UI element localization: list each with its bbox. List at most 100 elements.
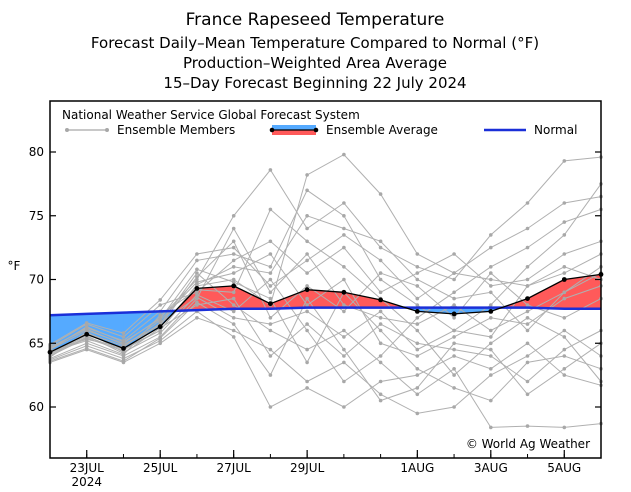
ensemble-member-point-1-5 xyxy=(231,214,236,218)
ensemble-member-point-12-8 xyxy=(342,405,346,409)
ensemble-member-point-9-13 xyxy=(525,245,530,250)
ensemble-member-point-9-11 xyxy=(452,290,456,295)
ensemble-member-point-0-12 xyxy=(489,277,493,282)
legend-members-label: Ensemble Members xyxy=(117,123,235,137)
ensemble-member-point-14-8 xyxy=(342,335,346,339)
ensemble-member-point-8-13 xyxy=(525,322,530,326)
ensemble-member-point-14-6 xyxy=(268,322,273,326)
legend: National Weather Service Global Forecast… xyxy=(62,108,577,137)
ensemble-member-point-6-6 xyxy=(268,239,273,244)
ensemble-member-point-16-3 xyxy=(158,317,162,321)
ensemble-member-point-2-6 xyxy=(268,290,273,295)
ensemble-member-line-8 xyxy=(49,253,602,357)
ensemble-member-point-12-10 xyxy=(415,373,420,377)
ensemble-member-line-16 xyxy=(49,268,602,402)
ensemble-member-point-1-12 xyxy=(489,233,493,237)
ensemble-average-point-14 xyxy=(561,277,567,282)
ensemble-member-point-6-14 xyxy=(562,252,567,256)
y-tick-label-75: 75 xyxy=(29,209,44,223)
ensemble-member-point-16-1 xyxy=(84,324,89,329)
ensemble-member-point-12-9 xyxy=(378,379,383,384)
ensemble-member-point-11-2 xyxy=(121,352,126,357)
ensemble-member-point-12-1 xyxy=(84,344,89,348)
ensemble-member-point-10-6 xyxy=(268,316,273,320)
ensemble-member-point-7-5 xyxy=(231,296,236,301)
copyright-note: © World Ag Weather xyxy=(466,437,590,451)
ensemble-member-point-6-12 xyxy=(489,284,493,288)
ensemble-member-point-12-13 xyxy=(525,341,530,346)
ensemble-average-point-1 xyxy=(84,331,90,337)
ensemble-member-point-9-14 xyxy=(562,220,567,224)
legend-members-dot-right xyxy=(105,128,109,132)
ensemble-members-layer xyxy=(48,152,603,430)
ensemble-member-point-12-2 xyxy=(121,356,126,361)
ensemble-member-point-7-4 xyxy=(195,303,199,307)
ensemble-member-point-11-5 xyxy=(231,290,236,295)
ensemble-member-point-16-5 xyxy=(231,280,236,284)
ensemble-member-point-17-14 xyxy=(562,367,567,371)
ensemble-member-point-10-13 xyxy=(525,303,530,307)
ensemble-member-point-0-5 xyxy=(231,277,236,282)
ensemble-member-point-15-5 xyxy=(231,265,236,269)
ensemble-member-point-17-12 xyxy=(489,347,493,352)
ensemble-member-point-2-12 xyxy=(489,328,493,333)
ensemble-member-point-0-7 xyxy=(305,173,309,177)
ensemble-member-point-6-4 xyxy=(195,290,199,295)
ensemble-member-point-9-8 xyxy=(342,379,346,384)
ensemble-member-point-8-10 xyxy=(415,354,420,358)
ensemble-member-point-7-6 xyxy=(268,354,273,358)
ensemble-member-point-11-1 xyxy=(84,338,89,343)
ensemble-member-point-17-2 xyxy=(121,359,126,363)
ensemble-member-point-7-14 xyxy=(562,347,567,352)
ensemble-member-point-15-7 xyxy=(305,214,309,218)
ensemble-member-point-1-14 xyxy=(562,159,567,163)
ensemble-member-point-5-5 xyxy=(231,328,236,333)
ensemble-member-point-2-1 xyxy=(84,341,89,346)
ensemble-member-point-4-12 xyxy=(489,303,493,307)
ensemble-member-point-2-11 xyxy=(452,303,456,307)
legend-normal-label: Normal xyxy=(534,123,577,137)
ensemble-member-point-16-7 xyxy=(305,360,309,365)
ensemble-member-point-10-14 xyxy=(562,316,567,320)
ensemble-member-point-3-14 xyxy=(562,425,567,430)
ensemble-member-point-10-9 xyxy=(378,271,383,275)
y-tick-label-60: 60 xyxy=(29,400,44,414)
ensemble-member-point-10-5 xyxy=(231,239,236,244)
x-tick-label-27JUL: 27JUL xyxy=(217,461,252,475)
ensemble-member-point-3-13 xyxy=(525,424,530,428)
chart-title: France Rapeseed Temperature xyxy=(186,10,445,30)
ensemble-member-point-10-2 xyxy=(121,342,126,347)
ensemble-member-line-5 xyxy=(49,317,602,414)
ensemble-member-point-16-2 xyxy=(121,340,126,344)
ensemble-member-point-12-3 xyxy=(158,338,162,343)
ensemble-member-point-13-14 xyxy=(562,201,567,205)
ensemble-member-point-0-10 xyxy=(415,252,420,256)
ensemble-member-point-17-4 xyxy=(195,300,199,305)
ensemble-member-point-8-7 xyxy=(305,303,309,307)
ensemble-average-point-5 xyxy=(231,283,237,289)
ensemble-member-point-5-4 xyxy=(195,316,199,320)
ensemble-member-point-11-13 xyxy=(525,316,530,320)
ensemble-member-point-6-3 xyxy=(158,303,162,307)
ensemble-member-point-3-9 xyxy=(378,360,383,365)
ensemble-average-point-10 xyxy=(414,309,420,314)
ensemble-member-point-14-3 xyxy=(158,321,162,325)
y-tick-label-65: 65 xyxy=(29,336,44,350)
ensemble-average-point-13 xyxy=(525,296,530,301)
ensemble-member-point-12-7 xyxy=(305,386,309,390)
ensemble-member-point-15-12 xyxy=(489,290,493,295)
ensemble-member-point-4-9 xyxy=(378,277,383,282)
legend-members-dot-left xyxy=(65,128,69,132)
ensemble-member-point-14-14 xyxy=(562,271,567,275)
ensemble-member-point-14-12 xyxy=(489,335,493,339)
ensemble-member-point-10-4 xyxy=(195,275,199,279)
ensemble-member-point-10-1 xyxy=(84,327,89,332)
ensemble-member-point-10-11 xyxy=(452,316,456,320)
ensemble-average-point-7 xyxy=(304,287,310,293)
ensemble-member-point-3-8 xyxy=(342,328,346,333)
ensemble-member-point-10-12 xyxy=(489,271,493,275)
ensemble-member-point-13-3 xyxy=(158,298,162,302)
legend-average-swatch-above xyxy=(272,125,316,130)
ensemble-member-point-17-6 xyxy=(268,373,273,377)
